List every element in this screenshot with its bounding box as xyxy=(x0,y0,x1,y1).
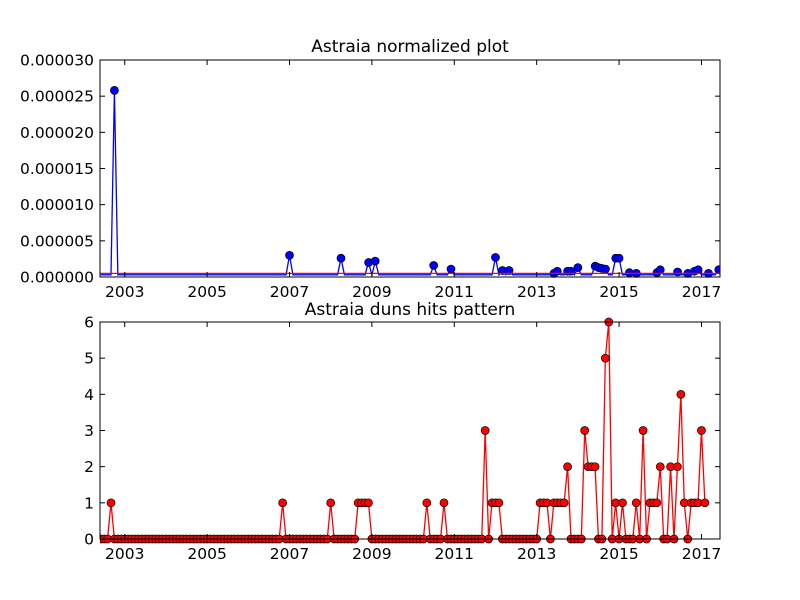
duns-hits-data-point xyxy=(563,462,572,472)
duns-hits-plot-axes: 0 1 2 3 4 5 6 2003 2005 2007 2009 2011 2013 2015 2017 xyxy=(84,314,721,564)
duns-hits-plot-title: Astraia duns hits pattern xyxy=(305,300,516,320)
normalized-data-point xyxy=(614,253,624,263)
normalized-xtick-label: 2017 xyxy=(682,283,721,301)
duns-hits-data-point xyxy=(655,462,665,472)
duns-hits-xtick-label: 2015 xyxy=(599,545,638,563)
duns-hits-data-point xyxy=(590,462,600,472)
duns-hits-data-point xyxy=(364,498,373,508)
duns-hits-data-point xyxy=(600,353,610,363)
duns-hits-xtick-label: 2009 xyxy=(352,545,391,563)
normalized-data-point xyxy=(446,264,456,274)
duns-hits-data-point xyxy=(638,426,648,435)
duns-hits-xtick-label: 2007 xyxy=(270,545,309,563)
normalized-xtick-label: 2011 xyxy=(435,283,474,301)
normalized-data-point xyxy=(504,266,514,275)
normalized-xtick-label: 2003 xyxy=(105,283,144,301)
normalized-xtick-label: 2013 xyxy=(517,283,556,301)
normalized-data-point xyxy=(429,261,439,270)
normalized-xtick-label: 2007 xyxy=(270,283,309,301)
normalized-plot-title: Astraia normalized plot xyxy=(311,37,509,57)
duns-hits-ytick-label: 3 xyxy=(84,422,94,440)
normalized-xtick-label: 2005 xyxy=(187,283,226,301)
normalized-data-point xyxy=(110,86,119,95)
duns-hits-data-point xyxy=(652,498,662,508)
normalized-data-point xyxy=(285,250,294,260)
normalized-ytick-label: 0.000015 xyxy=(20,160,94,178)
normalized-data-point xyxy=(491,253,500,262)
duns-hits-data-point xyxy=(559,498,569,508)
duns-hits-data-point xyxy=(494,498,504,508)
duns-hits-data-point xyxy=(700,498,710,508)
normalized-xtick-label: 2009 xyxy=(352,283,391,301)
duns-hits-ytick-label: 4 xyxy=(84,386,94,404)
duns-hits-data-point xyxy=(676,389,686,399)
duns-hits-data-point xyxy=(580,426,590,435)
duns-hits-ytick-label: 2 xyxy=(84,458,94,476)
normalized-ytick-label: 0.000025 xyxy=(20,88,94,106)
normalized-data-point xyxy=(673,267,682,277)
duns-hits-ytick-label: 6 xyxy=(84,314,94,332)
duns-hits-data-point xyxy=(618,498,627,508)
duns-hits-data-point xyxy=(106,498,116,508)
normalized-data-point xyxy=(601,264,610,274)
normalized-ytick-label: 0.000005 xyxy=(20,232,94,250)
duns-hits-data-point xyxy=(326,498,336,508)
duns-hits-xtick-label: 2011 xyxy=(435,545,474,563)
duns-hits-data-point xyxy=(480,426,490,435)
duns-hits-data-point xyxy=(422,498,432,508)
normalized-data-point xyxy=(655,265,665,275)
duns-hits-data-point xyxy=(439,498,449,508)
normalized-ytick-label: 0.000010 xyxy=(20,196,94,214)
duns-hits-plot: Astraia duns hits pattern 0 1 2 3 4 5 6 2003 200… xyxy=(84,300,721,563)
duns-hits-xtick-label: 2013 xyxy=(517,545,556,563)
normalized-ytick-label: 0.000000 xyxy=(20,269,94,287)
normalized-plot: Astraia normalized plot 0.000000 0.000005… xyxy=(20,37,721,302)
duns-hits-data-point xyxy=(697,426,706,435)
normalized-data-point xyxy=(370,256,380,266)
normalized-plot-axes: 0.000000 0.000005 0.000010 0.000015 0.000020… xyxy=(20,52,721,302)
normalized-data-point xyxy=(573,263,583,272)
duns-hits-ytick-label: 5 xyxy=(84,350,94,368)
normalized-ytick-label: 0.000030 xyxy=(20,52,94,70)
duns-hits-data-point xyxy=(631,498,641,508)
duns-hits-xtick-label: 2005 xyxy=(187,545,226,563)
duns-hits-ytick-label: 0 xyxy=(84,531,94,549)
duns-hits-data-point xyxy=(673,462,682,472)
duns-hits-xtick-label: 2017 xyxy=(682,545,721,563)
normalized-data-point xyxy=(336,253,346,263)
duns-hits-data-point xyxy=(278,498,287,508)
duns-hits-ytick-label: 1 xyxy=(84,494,94,512)
normalized-ytick-label: 0.000020 xyxy=(20,124,94,142)
normalized-xtick-label: 2015 xyxy=(599,283,638,301)
duns-hits-xtick-label: 2003 xyxy=(105,545,144,563)
